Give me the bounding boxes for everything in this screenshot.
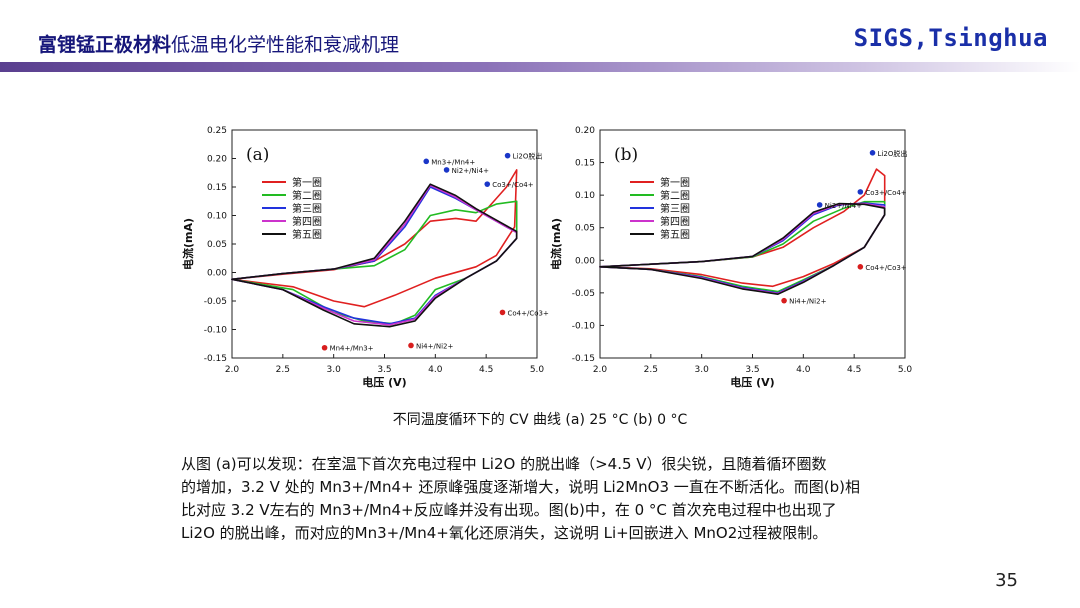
annotation-marker — [869, 150, 876, 156]
y-tick-label: 0.15 — [575, 159, 595, 169]
x-tick-label: 2.0 — [593, 365, 608, 375]
series-line — [231, 169, 518, 308]
y-tick-label: 0.25 — [207, 126, 227, 136]
annotation-label: Mn3+/Mn4+ — [431, 158, 475, 166]
legend-label: 第二圈 — [292, 189, 322, 202]
annotation-marker — [781, 297, 787, 304]
y-tick-label: 0.20 — [575, 126, 595, 136]
annotation-marker — [504, 152, 511, 159]
paragraph-line-4: Li2O 的脱出峰，而对应的Mn3+/Mn4+氧化还原消失，这说明 Li+回嵌进… — [181, 524, 828, 542]
annotation-marker — [484, 181, 491, 187]
annotation-label: Co4+/Co3+ — [865, 264, 906, 272]
y-tick-label: 0.05 — [575, 224, 595, 234]
x-tick-label: 4.5 — [847, 365, 861, 375]
chart-b: 2.0 2.5 3.0 3.5 4.0 4.5 5.0 -0.15 -0.10 -0.05 0.00… — [548, 118, 918, 398]
annotation-label: Co4+/Co3+ — [508, 309, 549, 317]
slide-title: 富锂锰正极材料低温电化学性能和衰减机理 — [38, 30, 399, 57]
annotation-marker — [816, 202, 823, 208]
plot-frame — [599, 129, 906, 359]
x-tick-label: 4.0 — [428, 365, 443, 375]
y-tick-label: 0.15 — [207, 183, 227, 193]
chart-b-svg: 2.0 2.5 3.0 3.5 4.0 4.5 5.0 -0.15 -0.10 -0.05 0.00… — [549, 126, 913, 389]
legend-label: 第三圈 — [292, 202, 322, 215]
x-tick-label: 4.0 — [796, 365, 811, 375]
legend-label: 第一圈 — [660, 176, 690, 189]
brand-logo-text: SIGS,Tsinghua — [853, 24, 1048, 52]
x-tick-label: 4.5 — [479, 365, 493, 375]
y-tick-label: -0.15 — [204, 354, 227, 364]
page-number: 35 — [995, 570, 1018, 591]
paragraph-line-1: 从图 (a)可以发现：在室温下首次充电过程中 Li2O 的脱出峰（>4.5 V）… — [181, 455, 827, 473]
paragraph-line-3: 比对应 3.2 V左右的 Mn3+/Mn4+反应峰并没有出现。图(b)中，在 0… — [181, 501, 837, 519]
annotation-marker — [857, 264, 864, 270]
chart-a-svg: 2.0 2.5 3.0 3.5 4.0 4.5 5.0 -0.15 -0.10 -0.05 0.00… — [181, 126, 549, 389]
y-tick-label: 0.00 — [207, 269, 227, 279]
annotation-marker — [499, 309, 506, 316]
series-line — [231, 183, 518, 328]
x-tick-label: 5.0 — [898, 365, 913, 375]
y-axis-label: 电流(mA) — [181, 218, 195, 270]
x-tick-label: 2.5 — [644, 365, 658, 375]
annotation-label: Li2O脱出 — [878, 149, 908, 158]
slide-title-bold: 富锂锰正极材料 — [38, 34, 172, 56]
x-tick-label: 2.0 — [225, 365, 240, 375]
annotation-marker — [443, 167, 450, 173]
description-paragraph: 从图 (a)可以发现：在室温下首次充电过程中 Li2O 的脱出峰（>4.5 V）… — [181, 453, 941, 545]
annotation-label: Co3+/Co4+ — [492, 181, 533, 189]
x-axis-label: 电压 (V) — [362, 375, 406, 389]
y-tick-label: -0.05 — [204, 297, 227, 307]
y-tick-label: 0.20 — [207, 155, 227, 165]
annotation-marker — [321, 344, 328, 351]
x-tick-label: 5.0 — [530, 365, 545, 375]
annotation-label: Ni4+/Ni2+ — [416, 342, 453, 350]
legend-label: 第五圈 — [660, 228, 690, 241]
x-tick-label: 3.5 — [745, 365, 759, 375]
y-tick-label: -0.10 — [572, 321, 596, 331]
annotation-label: Ni2+/Ni4+ — [452, 167, 489, 175]
annotation-label: Ni2+/Ni4+ — [825, 202, 862, 210]
annotation-marker — [857, 189, 864, 195]
annotation-label: Li2O脱出 — [513, 152, 543, 161]
annotation-label: Ni4+/Ni2+ — [789, 298, 826, 306]
y-tick-label: 0.00 — [575, 256, 595, 266]
x-tick-label: 3.0 — [327, 365, 342, 375]
legend-label: 第一圈 — [292, 176, 322, 189]
figure-caption: 不同温度循环下的 CV 曲线 (a) 25 °C (b) 0 °C — [392, 412, 688, 428]
y-tick-label: 0.10 — [575, 191, 595, 201]
legend-label: 第四圈 — [292, 215, 322, 228]
chart-a: 2.0 2.5 3.0 3.5 4.0 4.5 5.0 -0.15 -0.10 -0.05 0.00… — [180, 118, 550, 398]
y-tick-label: -0.10 — [204, 326, 228, 336]
annotation-label: Mn4+/Mn3+ — [330, 345, 374, 353]
annotation-marker — [408, 342, 414, 349]
y-tick-label: 0.10 — [207, 212, 227, 222]
panel-label: (b) — [614, 145, 638, 165]
paragraph-line-2: 的增加，3.2 V 处的 Mn3+/Mn4+ 还原峰强度逐渐增大，说明 Li2M… — [181, 478, 860, 496]
series-line — [599, 202, 886, 295]
x-tick-label: 3.0 — [695, 365, 710, 375]
x-axis-label: 电压 (V) — [730, 375, 774, 389]
annotation-marker — [423, 158, 430, 165]
y-tick-label: -0.05 — [572, 289, 595, 299]
plot-frame — [231, 129, 538, 359]
slide-title-rest: 低温电化学性能和衰减机理 — [171, 34, 400, 56]
y-tick-label: -0.15 — [572, 354, 595, 364]
legend-label: 第五圈 — [292, 228, 322, 241]
header-gradient-bar — [0, 62, 1080, 72]
legend-label: 第四圈 — [660, 215, 690, 228]
legend-label: 第二圈 — [660, 189, 690, 202]
x-tick-label: 2.5 — [276, 365, 290, 375]
series-line — [231, 200, 518, 325]
panel-label: (a) — [246, 145, 269, 165]
y-axis-label: 电流(mA) — [549, 218, 563, 270]
legend-label: 第三圈 — [660, 202, 690, 215]
y-tick-label: 0.05 — [207, 240, 227, 250]
annotation-label: Co3+/Co4+ — [865, 189, 906, 197]
x-tick-label: 3.5 — [377, 365, 391, 375]
